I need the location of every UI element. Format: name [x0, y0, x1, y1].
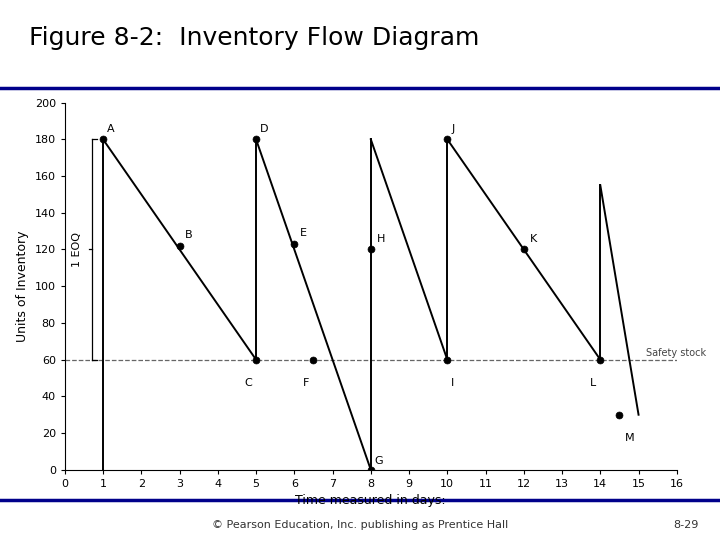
Text: 1 EOQ: 1 EOQ [71, 232, 81, 267]
Text: I: I [451, 378, 454, 388]
Text: C: C [245, 378, 252, 388]
Text: B: B [185, 230, 193, 240]
Text: D: D [260, 124, 269, 134]
Text: H: H [377, 234, 385, 244]
Text: J: J [451, 124, 454, 134]
Text: G: G [374, 456, 383, 466]
Text: K: K [529, 234, 537, 244]
Text: 8-29: 8-29 [673, 521, 698, 530]
Text: E: E [300, 228, 307, 239]
Text: A: A [107, 124, 114, 134]
Text: © Pearson Education, Inc. publishing as Prentice Hall: © Pearson Education, Inc. publishing as … [212, 521, 508, 530]
Text: F: F [303, 378, 310, 388]
Text: Safety stock: Safety stock [647, 348, 706, 358]
Text: Figure 8-2:  Inventory Flow Diagram: Figure 8-2: Inventory Flow Diagram [29, 26, 480, 50]
Text: L: L [590, 378, 596, 388]
X-axis label: Time measured in days:: Time measured in days: [295, 495, 446, 508]
Text: M: M [625, 433, 635, 443]
Y-axis label: Units of Inventory: Units of Inventory [16, 231, 29, 342]
